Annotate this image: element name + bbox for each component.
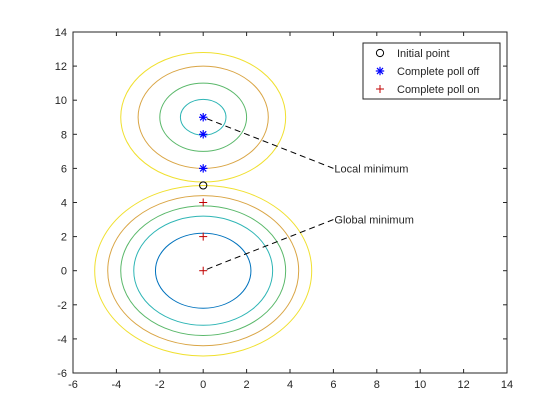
x-tick-label-6: 6 xyxy=(330,379,336,391)
x-tick-label-4: 2 xyxy=(244,379,250,391)
y-tick-label-5: 4 xyxy=(61,198,67,210)
y-tick-label-3: 0 xyxy=(61,266,67,278)
legend-label-2: Complete poll on xyxy=(397,84,480,96)
y-tick-label-4: 2 xyxy=(61,232,67,244)
y-tick-label-10: 14 xyxy=(55,27,67,39)
contour-0-level-1 xyxy=(133,215,274,326)
marker-series-1-point-1 xyxy=(199,130,208,139)
annotation-label-1: Global minimum xyxy=(334,215,413,227)
y-tick-label-9: 12 xyxy=(55,61,67,73)
y-tick-label-0: -6 xyxy=(57,368,67,380)
marker-series-1-point-2-d xyxy=(199,113,207,121)
annotation-layer: Local minimum Global minimum xyxy=(203,116,414,272)
x-tick-label-1: -4 xyxy=(112,379,122,391)
annotation-line-0 xyxy=(203,116,334,169)
marker-series-0-point-0-circle xyxy=(199,181,208,190)
y-tick-label-1: -4 xyxy=(57,334,67,346)
legend-label-0: Initial point xyxy=(397,48,450,60)
x-tick-label-3: 0 xyxy=(200,379,206,391)
x-tick-label-7: 8 xyxy=(374,379,380,391)
x-tick-label-5: 4 xyxy=(287,379,293,391)
legend-marker-0 xyxy=(375,48,385,58)
marker-series-1-point-2 xyxy=(199,113,208,122)
marker-series-1-point-0-d xyxy=(199,164,207,172)
x-tick-label-0: -6 xyxy=(68,379,78,391)
y-tick-label-8: 10 xyxy=(55,95,67,107)
legend: Initial point Complete poll off Complete p… xyxy=(362,42,501,100)
annotation-label-0: Local minimum xyxy=(334,163,408,175)
marker-layer xyxy=(199,113,208,275)
marker-series-1-point-1-d xyxy=(199,130,207,138)
x-tick-label-2: -2 xyxy=(155,379,165,391)
legend-marker-1 xyxy=(375,66,385,76)
contour-0-level-4 xyxy=(94,184,313,357)
annotation-line-1 xyxy=(203,219,334,272)
legend-marker-0-circle xyxy=(375,48,385,58)
marker-series-2-point-0 xyxy=(199,198,208,207)
x-tick-label-8: 10 xyxy=(414,379,426,391)
x-tick-label-10: 14 xyxy=(501,379,513,391)
marker-series-2-point-1 xyxy=(199,232,208,241)
legend-box xyxy=(362,42,501,100)
legend-marker-2 xyxy=(376,85,384,93)
legend-label-1: Complete poll off xyxy=(397,66,480,78)
y-tick-label-2: -2 xyxy=(57,300,67,312)
contour-1-level-1 xyxy=(159,82,248,152)
contour-0-level-3 xyxy=(107,195,300,347)
marker-series-1-point-0 xyxy=(199,164,208,173)
marker-series-0-point-0 xyxy=(199,181,208,190)
marker-series-2-point-2 xyxy=(199,266,208,275)
y-tick-label-6: 6 xyxy=(61,163,67,175)
legend-marker-1-d xyxy=(376,67,384,75)
x-tick-label-9: 12 xyxy=(457,379,469,391)
axes: -6 -4 -2 0 2 4 6 8 10 12 14 -6 -4 -2 0 2 4 6 8 10 12 14 xyxy=(55,27,513,391)
y-tick-label-7: 8 xyxy=(61,129,67,141)
